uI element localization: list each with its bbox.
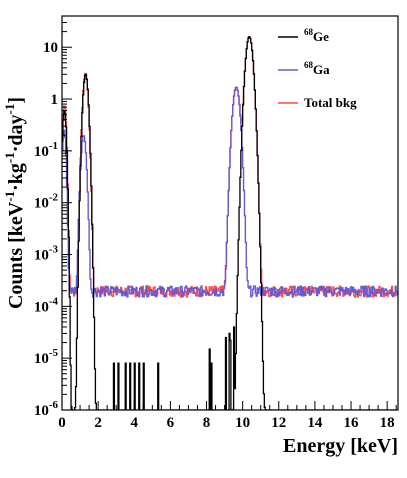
- x-axis-title: Energy [keV]: [283, 435, 398, 457]
- y-tick-label: 10-5: [34, 347, 59, 367]
- y-tick-label: 10-3: [34, 244, 59, 264]
- x-tick-label: 12: [271, 415, 286, 431]
- plot-frame: [61, 15, 399, 411]
- plot-layer: [62, 16, 398, 410]
- plot-area: [62, 16, 398, 410]
- legend-label: 68Ge: [304, 27, 329, 44]
- x-tick-label: 4: [131, 415, 139, 431]
- x-tick-label: 18: [380, 415, 395, 431]
- y-tick-label: 10-1: [34, 140, 58, 160]
- x-tick-label: 16: [344, 415, 360, 431]
- x-tick-label: 2: [94, 415, 102, 431]
- y-tick-label: 10-6: [34, 399, 59, 419]
- y-tick-label: 1: [51, 92, 59, 108]
- y-tick-label: 10-2: [34, 192, 59, 212]
- y-axis-title: Counts [keV-1·kg-1·day-1]: [2, 97, 27, 309]
- x-tick-label: 10: [235, 415, 250, 431]
- axis-layer: 0 2 4 6 8 10 12 14 16 18 10-6 10-5 10-4 10-3 10-2 10-1 1…: [34, 15, 399, 431]
- x-tick-label: 0: [58, 415, 66, 431]
- legend-label: Total bkg: [304, 95, 357, 110]
- series-line-68ga: [62, 86, 398, 298]
- legend: 68Ge 68Ga Total bkg: [278, 27, 357, 110]
- legend-label: 68Ga: [304, 60, 330, 77]
- x-tick-label: 6: [167, 415, 175, 431]
- x-tick-label: 8: [203, 415, 211, 431]
- y-tick-label: 10: [43, 40, 58, 56]
- y-tick-label: 10-4: [34, 295, 59, 315]
- x-tick-label: 14: [307, 415, 323, 431]
